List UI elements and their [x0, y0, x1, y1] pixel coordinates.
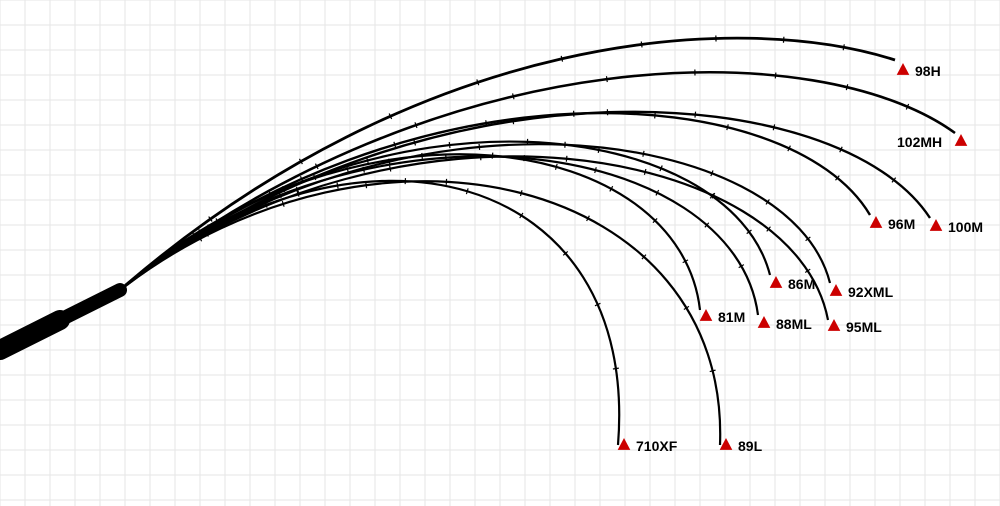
guide-tick [337, 183, 338, 189]
guide-tick [366, 182, 367, 188]
rod-butt [0, 290, 120, 350]
guide-tick [846, 84, 847, 90]
label-89L: 89L [738, 438, 763, 454]
guide-tick [710, 370, 716, 371]
marker-92XML [830, 284, 843, 296]
rod-710XF: 710XF [120, 178, 678, 454]
guide-tick [606, 76, 607, 82]
label-88ML: 88ML [776, 316, 812, 332]
rod-curve-710XF [120, 181, 619, 445]
marker-88ML [758, 316, 771, 328]
guide-tick [613, 368, 619, 369]
rod-81M: 81M [120, 153, 745, 325]
guide-tick [644, 169, 645, 175]
marker-89L [720, 438, 733, 450]
guide-tick [695, 112, 696, 118]
guide-tick [479, 144, 480, 150]
rods-group: 710XF89L81M88ML86M95ML92XML96M100M102MH9… [120, 35, 983, 454]
rod-bend-chart: 710XF89L81M88ML86M95ML92XML96M100M102MH9… [0, 0, 1000, 506]
rod-curve-102MH [120, 72, 955, 290]
guide-tick [466, 188, 468, 194]
guide-tick [775, 73, 776, 79]
marker-86M [770, 276, 783, 288]
guide-tick [566, 156, 567, 162]
rod-88ML: 88ML [120, 155, 812, 332]
guide-tick [595, 167, 597, 173]
guide-tick [390, 166, 391, 172]
guide-tick [843, 44, 844, 50]
guide-tick [414, 140, 416, 146]
label-100M: 100M [948, 219, 983, 235]
marker-81M [700, 309, 713, 321]
label-92XML: 92XML [848, 284, 894, 300]
guide-tick [521, 190, 522, 196]
rod-curve-86M [120, 142, 770, 290]
label-98H: 98H [915, 63, 941, 79]
marker-102MH [955, 134, 968, 146]
rod-curve-88ML [120, 156, 758, 315]
marker-710XF [618, 438, 631, 450]
label-81M: 81M [718, 309, 745, 325]
guide-tick [643, 151, 644, 157]
guide-tick [556, 164, 558, 170]
label-710XF: 710XF [636, 438, 678, 454]
guide-tick [655, 112, 656, 118]
rod-95ML: 95ML [120, 154, 882, 335]
label-95ML: 95ML [846, 319, 882, 335]
guide-tick [561, 56, 562, 62]
guide-tick [394, 142, 396, 148]
label-102MH: 102MH [897, 134, 942, 150]
marker-98H [897, 63, 910, 75]
guide-tick [641, 42, 642, 48]
guide-tick [449, 142, 450, 148]
label-96M: 96M [888, 216, 915, 232]
guide-tick [513, 93, 514, 99]
marker-96M [870, 216, 883, 228]
